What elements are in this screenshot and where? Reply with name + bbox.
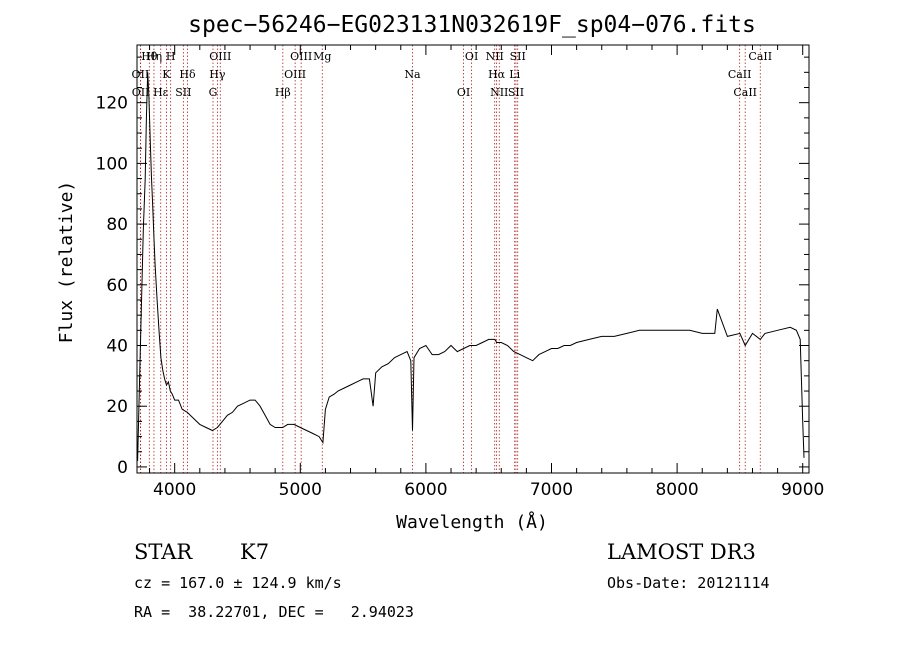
object-subclass: K7 — [240, 540, 270, 564]
velocity-readout: cz = 167.0 ± 124.9 km/s — [134, 574, 342, 592]
x-axis-ticks: 4000 5000 6000 7000 8000 9000 — [149, 45, 824, 500]
x-tick-label: 9000 — [781, 480, 824, 500]
plot-frame — [136, 44, 810, 474]
x-tick-label: 5000 — [279, 480, 322, 500]
line-label: CaII — [748, 50, 772, 63]
line-label: SII — [175, 86, 191, 99]
line-label: OII — [132, 68, 150, 81]
chart-title: spec−56246−EG023131N032619F_sp04−076.fit… — [188, 12, 756, 38]
y-tick-label: 40 — [106, 337, 128, 357]
y-tick-label: 100 — [96, 154, 128, 174]
line-label: Hθ — [141, 50, 158, 63]
y-axis-label: Flux (relative) — [56, 181, 77, 344]
line-label: OIII — [284, 68, 306, 81]
line-label: H — [166, 50, 176, 63]
line-label: OIII — [209, 50, 231, 63]
line-label: NII — [486, 50, 504, 63]
line-label: OII — [132, 86, 150, 99]
line-label: OI — [457, 86, 470, 99]
y-tick-label: 80 — [106, 215, 128, 235]
emission-line-markers — [139, 45, 761, 473]
x-tick-label: 4000 — [153, 480, 196, 500]
observation-date: Obs-Date: 20121114 — [607, 574, 770, 592]
line-label: Hγ — [209, 68, 226, 81]
line-label: Hε — [153, 86, 169, 99]
line-label: Li — [509, 68, 520, 81]
line-label: SII — [510, 50, 526, 63]
line-label: Hβ — [275, 86, 291, 99]
line-label: OIII — [290, 50, 312, 63]
line-label: Hη — [146, 50, 162, 63]
line-label: Na — [404, 68, 421, 81]
coordinates-readout: RA = 38.22701, DEC = 2.94023 — [134, 603, 414, 621]
line-label: OI — [465, 50, 478, 63]
line-label: G — [209, 86, 218, 99]
line-label: K — [162, 68, 171, 81]
x-tick-label: 7000 — [530, 480, 573, 500]
line-label: Mg — [313, 50, 331, 63]
emission-line-labels: Hθ OII OII HηK Hε HHδ SII OIII Hγ G OIII OIII Hβ Mg Na… — [132, 50, 773, 99]
survey-name: LAMOST DR3 — [607, 540, 756, 564]
line-label: Hδ — [179, 68, 196, 81]
x-axis-label: Wavelength (Å) — [396, 511, 548, 533]
y-tick-label: 20 — [106, 397, 128, 417]
y-tick-label: 60 — [106, 276, 128, 296]
line-label: CaII — [733, 86, 757, 99]
line-label: NII — [490, 86, 508, 99]
line-label: CaII — [728, 68, 752, 81]
y-axis-ticks: 0 20 40 60 80 100 120 — [96, 56, 809, 478]
flux-series-line — [137, 72, 805, 461]
object-class: STAR — [134, 540, 193, 564]
x-tick-label: 8000 — [655, 480, 698, 500]
line-label: Hα — [488, 68, 506, 81]
y-tick-label: 0 — [117, 458, 128, 478]
x-tick-label: 6000 — [404, 480, 447, 500]
line-label: SII — [508, 86, 524, 99]
y-tick-label: 120 — [96, 94, 128, 114]
